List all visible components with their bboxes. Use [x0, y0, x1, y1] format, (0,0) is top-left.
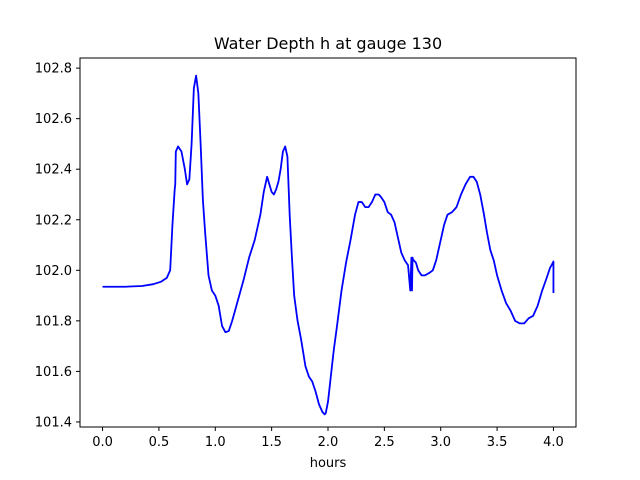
x-tick-label: 2.0 [318, 435, 339, 450]
y-tick-label: 102.6 [35, 112, 72, 127]
y-tick-label: 101.8 [35, 314, 72, 329]
y-tick-label: 101.6 [35, 365, 72, 380]
y-tick-label: 101.4 [35, 415, 72, 430]
y-tick-label: 102.4 [35, 163, 72, 178]
x-tick-label: 0.5 [149, 435, 170, 450]
x-axis: 0.0 0.5 1.0 1.5 2.0 2.5 3.0 3.5 4.0 [92, 427, 564, 450]
x-tick-label: 1.0 [205, 435, 226, 450]
series-line-0 [102, 74, 555, 416]
y-axis: 101.4 101.6 101.8 102.0 102.2 102.4 102.6 102.8 [35, 62, 80, 430]
x-tick-label: 0.0 [92, 435, 113, 450]
x-tick-label: 3.0 [430, 435, 451, 450]
x-tick-label: 1.5 [261, 435, 282, 450]
y-tick-label: 102.8 [35, 62, 72, 77]
x-tick-label: 2.5 [374, 435, 395, 450]
x-tick-label: 4.0 [543, 435, 564, 450]
x-axis-label: hours [310, 456, 347, 471]
x-tick-label: 3.5 [487, 435, 508, 450]
plot-frame [79, 57, 577, 428]
y-tick-label: 102.2 [35, 213, 72, 228]
plot-area [102, 74, 555, 416]
y-tick-label: 102.0 [35, 264, 72, 279]
chart-title: Water Depth h at gauge 130 [214, 34, 442, 53]
